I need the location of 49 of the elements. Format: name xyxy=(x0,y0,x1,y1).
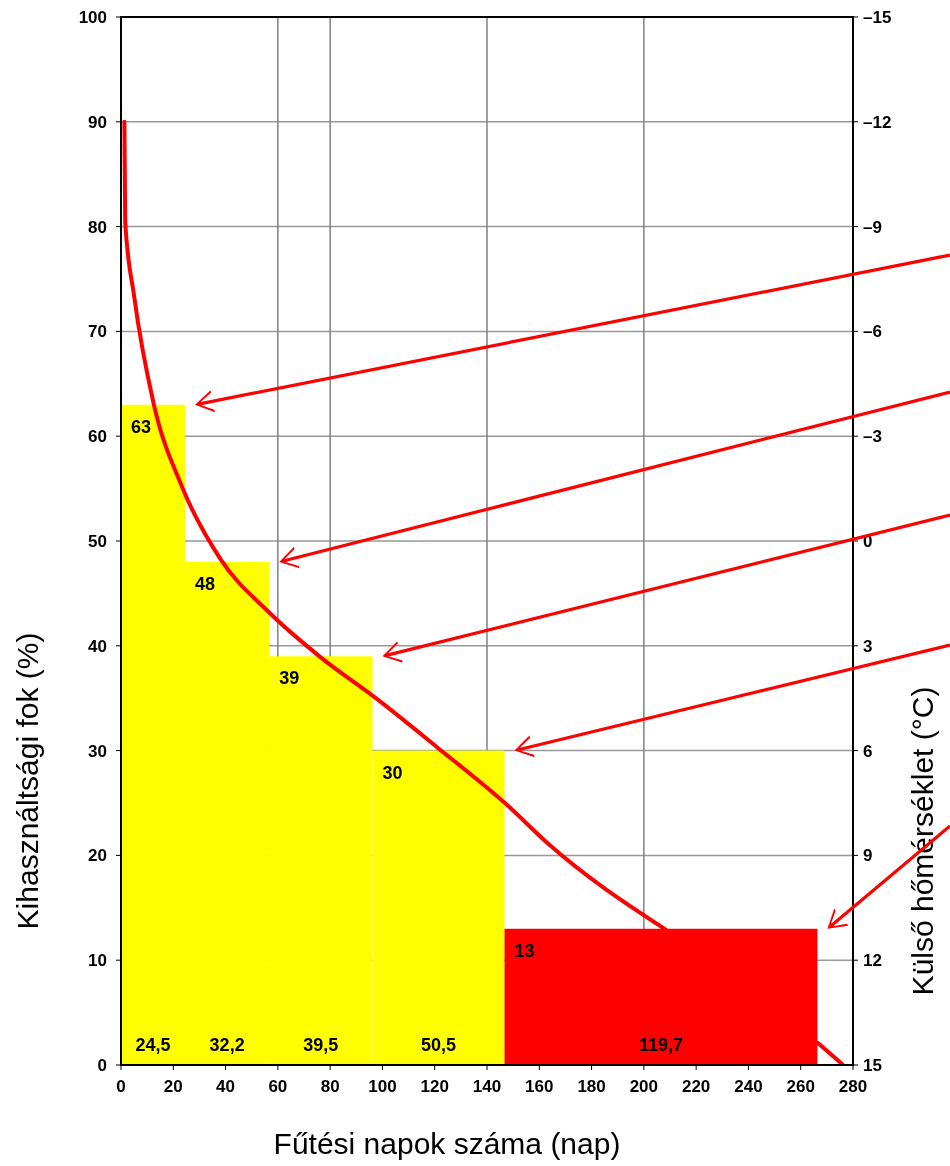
data-label: 13 xyxy=(514,940,535,961)
data-label: 48 xyxy=(195,573,216,594)
y-tick-label: 50 xyxy=(88,532,107,551)
y2-tick-label: –3 xyxy=(863,427,882,447)
x-tick-label: 260 xyxy=(786,1077,815,1096)
x-tick-label: 40 xyxy=(216,1077,236,1096)
x-tick-label: 160 xyxy=(525,1077,554,1096)
y-tick-label: 20 xyxy=(88,846,107,866)
y2-tick-label: 3 xyxy=(863,636,873,656)
y2-axis-title: Külső hőmérséklet (°C) xyxy=(906,686,939,996)
y2-tick-label: –9 xyxy=(863,217,882,237)
annotation: 50,5 xyxy=(420,1035,457,1055)
y2-tick-label: 6 xyxy=(863,741,873,761)
annotation: 119,7 xyxy=(638,1035,684,1055)
data-label: 63 xyxy=(131,416,152,437)
x-tick-label: 220 xyxy=(681,1077,711,1096)
y2-tick-label: –15 xyxy=(863,8,892,27)
x-tick-label: 120 xyxy=(420,1077,449,1096)
x-tick-label: 140 xyxy=(472,1077,502,1096)
y2-tick-label: –12 xyxy=(863,112,892,132)
x-tick-label: 100 xyxy=(368,1077,397,1096)
x-tick-label: 60 xyxy=(268,1077,288,1096)
x-tick-label: 20 xyxy=(163,1077,183,1096)
annotation: 32,2 xyxy=(209,1035,245,1055)
data-label: 39 xyxy=(279,668,300,689)
annotation: 24,5 xyxy=(135,1035,171,1055)
y-tick-label: 30 xyxy=(88,741,107,761)
y-tick-label: 70 xyxy=(88,322,107,342)
y2-tick-label: 12 xyxy=(863,951,882,971)
y-tick-label: 90 xyxy=(88,112,107,132)
y-tick-label: 100 xyxy=(78,8,107,27)
y-tick-label: 40 xyxy=(88,636,107,656)
x-tick-label: 280 xyxy=(838,1077,868,1096)
y-tick-label: 10 xyxy=(88,951,107,971)
x-tick-label: 80 xyxy=(320,1077,340,1096)
y2-tick-label: 9 xyxy=(863,846,873,866)
y-axis-title: Kihasználtsági fok (%) xyxy=(11,632,44,930)
x-tick-label: 0 xyxy=(116,1077,126,1096)
annotation: 39,5 xyxy=(303,1035,339,1055)
x-axis-title: Fűtési napok száma (nap) xyxy=(273,1127,621,1160)
x-tick-label: 240 xyxy=(734,1077,763,1096)
y-tick-label: 60 xyxy=(88,427,107,447)
y-tick-label: 0 xyxy=(97,1056,107,1075)
y-tick-label: 80 xyxy=(88,217,107,237)
x-tick-label: 180 xyxy=(577,1077,606,1096)
y2-tick-label: 15 xyxy=(863,1056,882,1075)
x-tick-label: 200 xyxy=(629,1077,659,1096)
y2-tick-label: –6 xyxy=(863,322,882,342)
data-label: 30 xyxy=(382,762,403,783)
